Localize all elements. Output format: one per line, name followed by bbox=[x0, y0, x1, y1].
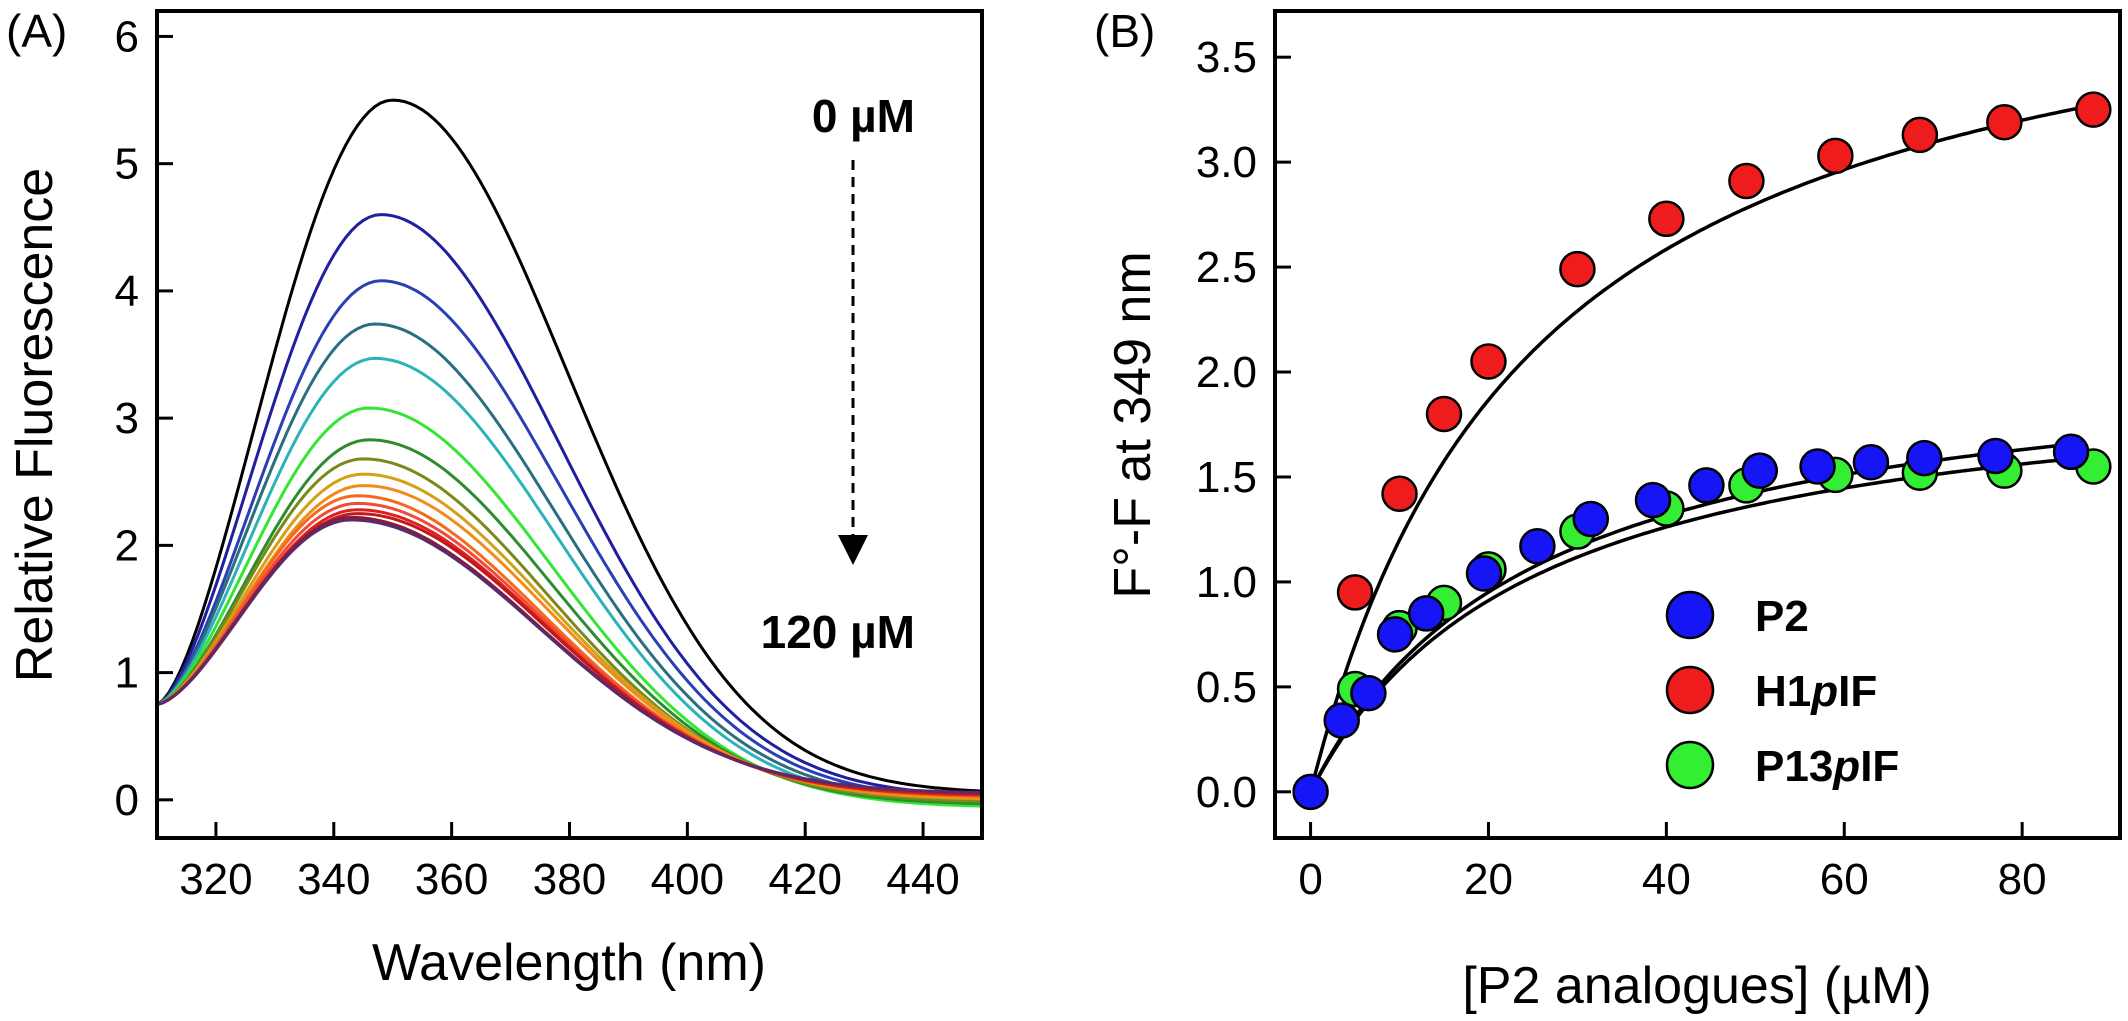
a-y-tick-label: 3 bbox=[115, 394, 139, 443]
a-x-tick-label: 340 bbox=[297, 855, 370, 904]
data-point-p2 bbox=[1852, 444, 1890, 481]
panel-b-fit-curves bbox=[1308, 103, 2094, 793]
panel-b-points bbox=[1292, 91, 2112, 811]
a-x-tick-label: 360 bbox=[415, 855, 488, 904]
panel-b-ticks: 0 20 40 60 80 0.0 0.5 1.0 1.5 2.0 2.5 3.0 3.5 bbox=[1196, 33, 2047, 904]
annotation-0-um: 0 µM bbox=[812, 90, 915, 142]
a-y-tick-label: 0 bbox=[115, 776, 139, 825]
data-point-p2 bbox=[1572, 500, 1610, 538]
a-y-tick-label: 5 bbox=[115, 140, 139, 189]
data-point-p2 bbox=[1292, 773, 1329, 811]
data-point-h1 bbox=[1381, 475, 1418, 513]
data-point-h1 bbox=[1728, 162, 1765, 200]
b-y-tick-label: 1.0 bbox=[1196, 558, 1257, 607]
emission-spectrum-2 bbox=[156, 279, 983, 800]
data-point-p2 bbox=[1977, 437, 2014, 475]
a-y-tick-label: 4 bbox=[115, 267, 139, 316]
panel-b-frame bbox=[1273, 9, 2122, 840]
a-y-tick-label: 6 bbox=[115, 12, 139, 61]
data-point-p2 bbox=[1465, 555, 1503, 592]
panel-a-x-axis-label: Wavelength (nm) bbox=[372, 934, 766, 992]
data-point-p2 bbox=[1376, 616, 1414, 653]
b-x-tick-label: 40 bbox=[1642, 855, 1691, 904]
a-x-tick-label: 420 bbox=[769, 855, 842, 904]
data-point-p2 bbox=[1323, 702, 1360, 739]
b-x-tick-label: 20 bbox=[1464, 855, 1513, 904]
emission-spectrum-6 bbox=[156, 438, 983, 806]
data-point-h1 bbox=[1817, 137, 1854, 175]
legend-label-h1pif: H1pIF bbox=[1755, 667, 1877, 716]
panel-b-y-axis-label: F°-F at 349 nm bbox=[1104, 251, 1162, 598]
concentration-arrow-head bbox=[838, 535, 868, 565]
b-y-tick-label: 0.5 bbox=[1196, 663, 1257, 712]
b-y-tick-label: 3.0 bbox=[1196, 138, 1257, 187]
b-y-tick-label: 0.0 bbox=[1196, 768, 1257, 817]
emission-spectrum-0 bbox=[156, 98, 983, 793]
data-point-p2 bbox=[1799, 448, 1836, 485]
b-x-tick-label: 0 bbox=[1298, 855, 1322, 904]
panel-a-curves bbox=[156, 98, 983, 808]
data-point-h1 bbox=[1336, 574, 1374, 611]
b-x-tick-label: 80 bbox=[1998, 855, 2047, 904]
emission-spectrum-15 bbox=[156, 518, 983, 794]
data-point-h1 bbox=[1425, 395, 1463, 433]
legend-label-p2: P2 bbox=[1755, 592, 1809, 641]
a-x-tick-label: 320 bbox=[179, 855, 252, 904]
panel-b-x-axis-label: [P2 analogues] (µM) bbox=[1462, 957, 1931, 1015]
panel-b-legend: P2 H1pIF P13pIF bbox=[1665, 590, 1899, 791]
legend-label-p13pif: P13pIF bbox=[1755, 742, 1899, 791]
b-y-tick-label: 2.5 bbox=[1196, 243, 1257, 292]
emission-spectrum-1 bbox=[156, 213, 983, 797]
data-point-p2 bbox=[1741, 452, 1779, 489]
legend-marker-p13pif bbox=[1665, 740, 1715, 790]
emission-spectrum-7 bbox=[156, 457, 983, 803]
legend-marker-p2 bbox=[1665, 590, 1715, 640]
a-x-tick-label: 380 bbox=[533, 855, 606, 904]
a-y-tick-label: 1 bbox=[115, 649, 139, 698]
data-point-p2 bbox=[1634, 481, 1672, 519]
fit-curve-1 bbox=[1308, 103, 2094, 793]
data-point-p2 bbox=[2052, 433, 2090, 471]
data-point-p2 bbox=[1407, 595, 1445, 632]
panel-a-y-axis-label: Relative Fluorescence bbox=[6, 168, 64, 682]
data-point-h1 bbox=[1648, 200, 1685, 238]
panel-a-label: (A) bbox=[6, 5, 67, 57]
data-point-h1 bbox=[1901, 116, 1939, 154]
data-point-p2 bbox=[1906, 439, 1943, 477]
a-x-tick-label: 400 bbox=[651, 855, 724, 904]
data-point-p2 bbox=[1519, 527, 1556, 565]
fit-curve-0 bbox=[1309, 442, 2072, 793]
data-point-h1 bbox=[1559, 250, 1596, 288]
data-point-h1 bbox=[2075, 91, 2112, 128]
b-y-tick-label: 1.5 bbox=[1196, 453, 1257, 502]
a-x-tick-label: 440 bbox=[886, 855, 959, 904]
panel-a: (A) 320 340 360 380 400 420 440 0 1 2 3 4 5 6 Wavelen… bbox=[6, 5, 984, 992]
legend-marker-h1pif bbox=[1665, 665, 1715, 715]
data-point-h1 bbox=[1470, 343, 1507, 380]
data-point-p2 bbox=[1350, 674, 1387, 712]
b-y-tick-label: 3.5 bbox=[1196, 33, 1257, 82]
b-y-tick-label: 2.0 bbox=[1196, 348, 1257, 397]
panel-a-ticks: 320 340 360 380 400 420 440 0 1 2 3 4 5 6 bbox=[115, 12, 960, 904]
panel-b: (B) 0 20 40 60 80 0.0 0.5 1.0 1.5 2.0 2.5 3.0 3.5 [P… bbox=[1094, 5, 2122, 1015]
panel-b-label: (B) bbox=[1094, 5, 1155, 57]
annotation-120-um: 120 µM bbox=[761, 606, 915, 658]
b-x-tick-label: 60 bbox=[1820, 855, 1869, 904]
a-y-tick-label: 2 bbox=[115, 521, 139, 570]
data-point-p2 bbox=[1688, 467, 1725, 504]
data-point-h1 bbox=[1986, 103, 2023, 141]
fit-curve-2 bbox=[1309, 454, 2094, 793]
